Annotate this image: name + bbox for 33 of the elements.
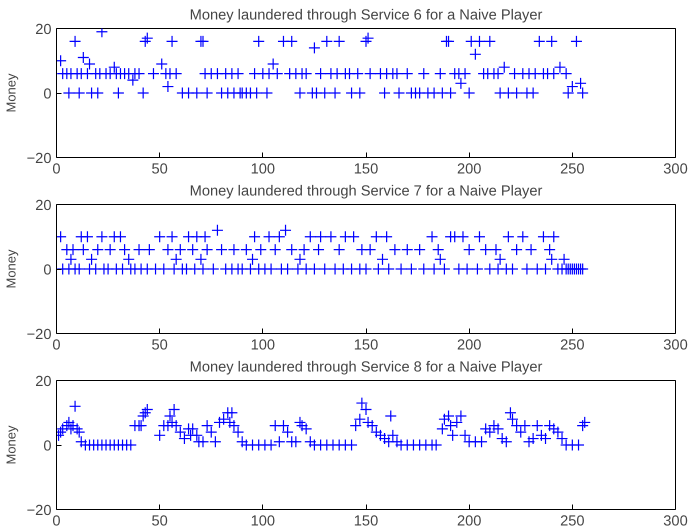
- y-tick-label: −20: [26, 151, 52, 167]
- x-tick-label: 150: [354, 338, 378, 354]
- x-tick-label: 250: [560, 338, 585, 354]
- y-axis-title: Money: [4, 424, 19, 465]
- x-tick-label: 250: [560, 514, 585, 530]
- y-tick-label: 20: [35, 198, 52, 214]
- y-tick-label: −20: [26, 503, 52, 519]
- y-tick-label: 20: [35, 374, 52, 390]
- chart-title: Money laundered through Service 8 for a Naive Player: [190, 360, 542, 376]
- y-tick-label: 0: [43, 438, 52, 454]
- x-tick-label: 150: [354, 162, 378, 178]
- x-tick-label: 100: [250, 514, 276, 530]
- x-tick-label: 50: [152, 514, 168, 530]
- y-tick-label: 20: [35, 22, 52, 38]
- x-tick-label: 250: [560, 162, 585, 178]
- x-tick-label: 200: [456, 338, 482, 354]
- chart-title: Money laundered through Service 7 for a Naive Player: [190, 184, 542, 200]
- x-tick-label: 50: [152, 162, 168, 178]
- x-tick-label: 200: [456, 162, 482, 178]
- x-tick-label: 100: [250, 162, 276, 178]
- x-tick-label: 300: [663, 162, 688, 178]
- x-tick-label: 100: [250, 338, 276, 354]
- x-tick-label: 200: [456, 514, 482, 530]
- x-tick-label: 300: [663, 514, 688, 530]
- x-tick-label: 150: [354, 514, 378, 530]
- y-axis-title: Money: [4, 72, 19, 113]
- y-axis-title: Money: [4, 248, 19, 289]
- x-tick-label: 50: [152, 338, 168, 354]
- x-tick-label: 300: [663, 338, 688, 354]
- y-tick-label: 0: [43, 262, 52, 278]
- chart-title: Money laundered through Service 6 for a Naive Player: [190, 8, 542, 24]
- y-tick-label: −20: [26, 327, 52, 343]
- y-tick-label: 0: [43, 86, 52, 102]
